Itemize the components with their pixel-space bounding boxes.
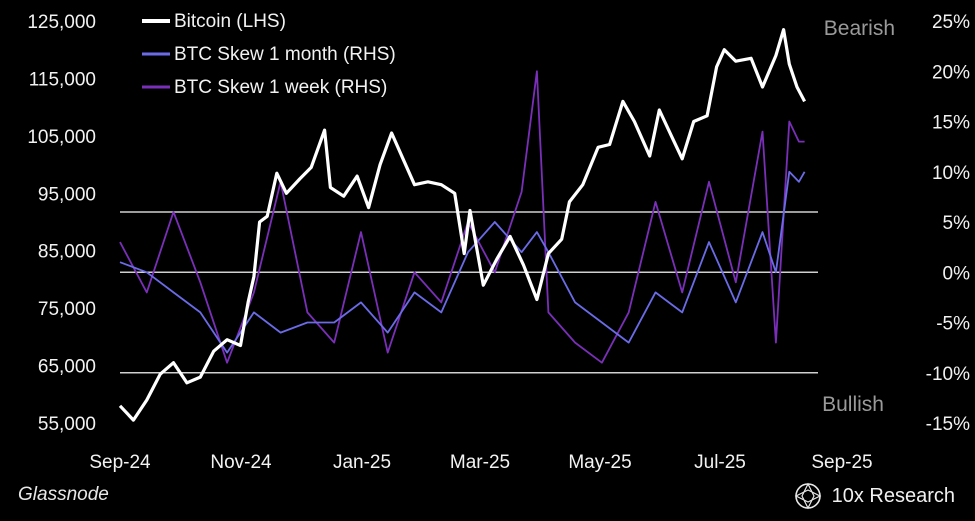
y-left-tick-label: 75,000	[38, 299, 96, 320]
y-right-tick-label: 5%	[943, 213, 971, 234]
annotation-bearish: Bearish	[824, 17, 895, 40]
x-axis-ticks: Sep-24 Nov-24 Jan-25 Mar-25 May-25 Jul-25 Sep-…	[89, 452, 872, 473]
x-tick-label: Nov-24	[210, 452, 272, 473]
y-left-tick-label: 95,000	[38, 184, 96, 205]
legend: Bitcoin (LHS) BTC Skew 1 month (RHS) BTC S…	[142, 11, 396, 98]
y-left-tick-label: 85,000	[38, 242, 96, 263]
y-left-tick-label: 125,000	[27, 12, 96, 33]
y-left-tick-label: 115,000	[29, 69, 96, 90]
y-left-tick-label: 65,000	[38, 357, 96, 378]
series-line-bitcoin	[118, 28, 807, 422]
y-right-tick-label: -5%	[936, 314, 970, 335]
x-tick-label: Jan-25	[333, 452, 391, 473]
brand-name: 10x Research	[831, 484, 955, 507]
legend-label: Bitcoin (LHS)	[174, 11, 286, 32]
series-layer	[118, 28, 807, 422]
x-tick-label: Jul-25	[694, 452, 746, 473]
series-line-skew-1-week	[119, 70, 805, 364]
series-line-skew-1-month	[119, 170, 806, 354]
legend-label: BTC Skew 1 month (RHS)	[174, 44, 396, 65]
y-right-tick-label: 15%	[932, 113, 970, 134]
source-label: Glassnode	[18, 484, 109, 505]
x-tick-label: May-25	[568, 452, 631, 473]
right-axis-ticks: 25% 20% 15% 10% 5% 0% -5% -10% -15%	[926, 12, 970, 435]
y-right-tick-label: -10%	[926, 364, 970, 385]
y-left-tick-label: 55,000	[38, 414, 96, 435]
annotation-bullish: Bullish	[822, 393, 884, 416]
x-tick-label: Sep-25	[811, 452, 872, 473]
x-tick-label: Mar-25	[450, 452, 510, 473]
legend-label: BTC Skew 1 week (RHS)	[174, 77, 387, 98]
y-right-tick-label: 20%	[932, 62, 970, 83]
y-left-tick-label: 105,000	[27, 127, 96, 148]
brand-logo-icon	[794, 482, 821, 510]
y-right-tick-label: 10%	[932, 163, 970, 184]
y-right-tick-label: 25%	[932, 12, 970, 33]
left-axis-ticks: 125,000 115,000 105,000 95,000 85,000 75,000 6…	[27, 12, 96, 435]
brand-footer: 10x Research	[794, 482, 955, 510]
y-right-tick-label: 0%	[943, 263, 971, 284]
y-right-tick-label: -15%	[926, 414, 970, 435]
x-tick-label: Sep-24	[89, 452, 151, 473]
